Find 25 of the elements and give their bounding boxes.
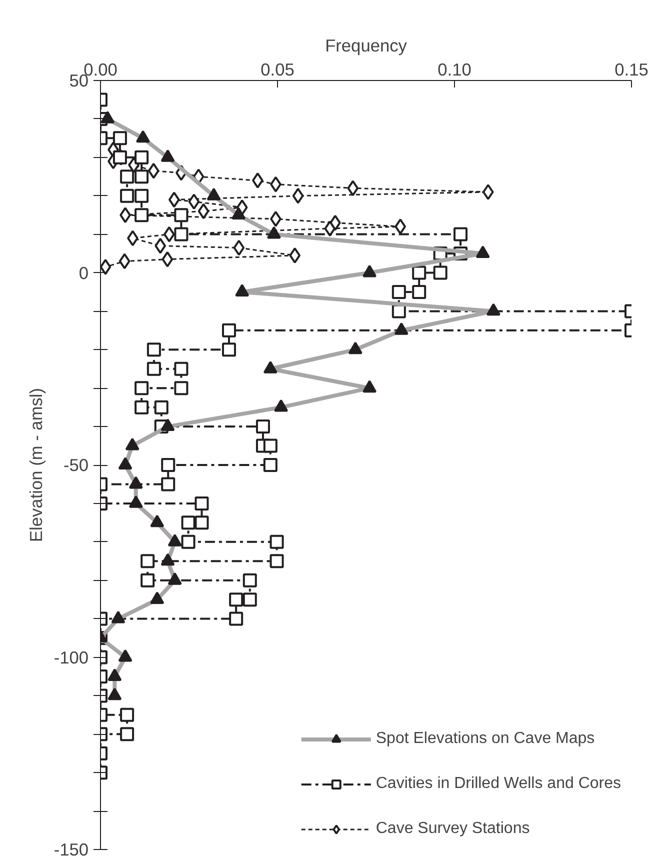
point — [188, 194, 200, 210]
point — [168, 192, 180, 208]
legend-label: Spot Elevations on Cave Maps — [376, 730, 595, 748]
x-tick-label: 0.05 — [260, 60, 294, 80]
y-tick-label: -50 — [63, 455, 88, 475]
x-tick-label: 0.15 — [614, 60, 648, 80]
x-axis-title: Frequency — [325, 36, 408, 56]
legend-label: Cavities in Drilled Wells and Cores — [376, 775, 621, 793]
point — [292, 188, 304, 204]
y-tick-label: -150 — [54, 840, 89, 859]
point — [482, 184, 494, 200]
point — [394, 218, 406, 235]
point — [233, 240, 245, 256]
point — [148, 162, 160, 179]
point — [347, 180, 359, 196]
point — [198, 203, 210, 220]
point — [118, 253, 130, 270]
point — [162, 251, 174, 268]
point — [324, 220, 336, 237]
x-tick-label: 0.10 — [438, 60, 472, 80]
y-tick-label: -100 — [54, 647, 89, 668]
point — [289, 247, 301, 264]
y-tick-label: 0 — [78, 262, 89, 283]
y-axis-title: Elevation (m - amsl) — [26, 388, 46, 542]
legend-label: Cave Survey Stations — [376, 820, 530, 838]
